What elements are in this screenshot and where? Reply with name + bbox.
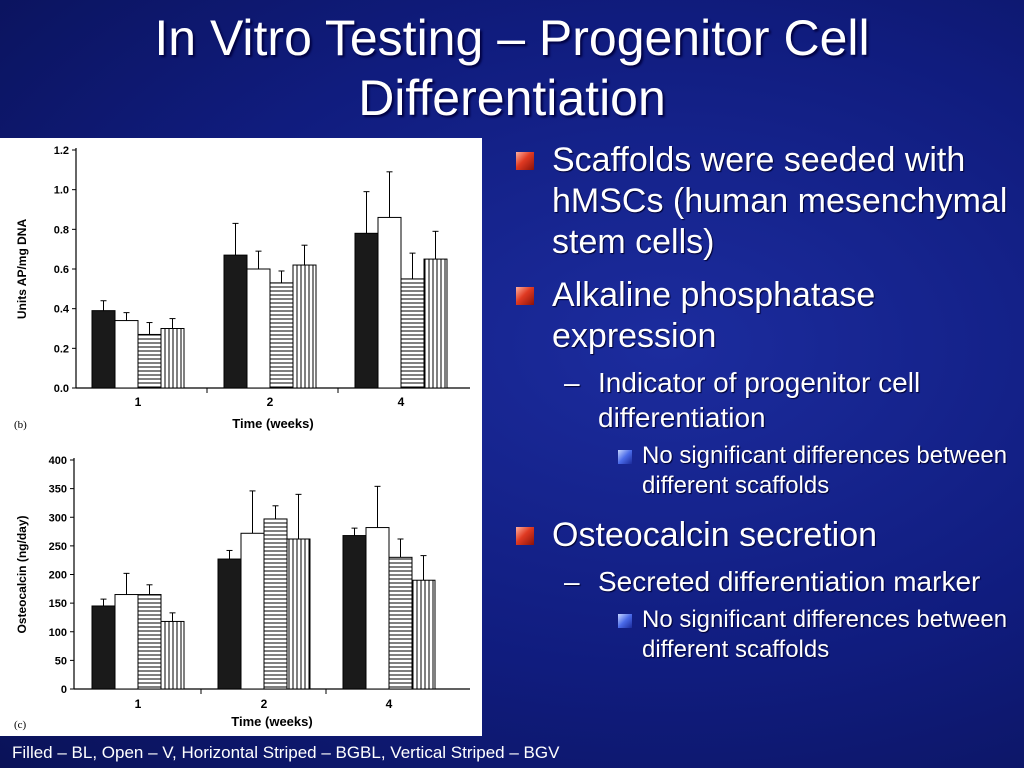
sub-sub-bullet-text: No significant differences between diffe… [642,606,1008,663]
y-tick-label: 0.4 [54,304,70,316]
y-tick-label: 0.0 [54,383,69,395]
y-tick-label: 300 [49,512,67,524]
footnote: Filled – BL, Open – V, Horizontal Stripe… [12,743,560,762]
bar-vertical-striped [160,620,185,690]
red-square-bullet-icon [516,527,534,545]
sub-bullet-indicator: – Indicator of progenitor cell different… [514,365,1014,435]
bar-open [365,527,390,690]
y-tick-label: 400 [49,455,67,467]
blue-square-bullet-icon [618,614,632,628]
y-tick-label: 200 [49,570,67,582]
bar-open [377,216,402,389]
x-tick-label: 1 [135,697,142,711]
dash-bullet: – [564,367,580,398]
y-tick-label: 100 [49,627,67,639]
y-tick-label: 0.2 [54,343,69,355]
sub-bullet-text: Indicator of progenitor cell differentia… [598,367,921,433]
x-tick-label: 4 [386,697,393,711]
slide-title: In Vitro Testing – Progenitor Cell Diffe… [0,8,1024,128]
bullet-osteocalcin: Osteocalcin secretion [514,515,1014,556]
bar-horizontal-striped [388,556,413,690]
red-square-bullet-icon [516,152,534,170]
bar-open [240,532,265,690]
bar-horizontal-striped [137,333,162,389]
bullet-text: Scaffolds were seeded with hMSCs (human … [552,141,1008,261]
y-tick-label: 1.0 [54,185,69,197]
y-tick-label: 350 [49,484,67,496]
bullet-alkaline-phosphatase: Alkaline phosphatase expression [514,275,1014,357]
bar-open [114,594,139,690]
bullet-scaffolds: Scaffolds were seeded with hMSCs (human … [514,140,1014,263]
bar-open [114,320,139,389]
x-axis-label: Time (weeks) [232,416,313,431]
bar-open [246,268,271,389]
sub-bullet-marker: – Secreted differentiation marker [514,564,1014,599]
bar-horizontal-striped [269,282,294,389]
bullet-text: Osteocalcin secretion [552,516,878,554]
x-tick-label: 4 [398,395,405,409]
y-tick-label: 1.2 [54,145,69,157]
panel-label: (b) [14,419,27,431]
bar-horizontal-striped [263,518,288,690]
x-tick-label: 2 [261,697,268,711]
bar-filled [223,254,248,389]
bar-vertical-striped [292,264,317,389]
sub-sub-bullet-oc: No significant differences between diffe… [514,605,1014,665]
bar-vertical-striped [423,258,448,389]
y-axis-label: Osteocalcin (ng/day) [15,515,29,633]
title-line-1: In Vitro Testing – Progenitor Cell [154,10,870,66]
y-tick-label: 50 [55,655,67,667]
title-line-2: Differentiation [358,70,666,126]
bar-vertical-striped [411,579,436,690]
bar-charts: 0.0 0.2 0.4 0.6 0.8 1.0 1.2 1 2 4 Time (weeks) Unit… [14,145,470,731]
bar-filled [91,310,116,389]
y-tick-label: 0.6 [54,264,69,276]
figure-panel: 0.0 0.2 0.4 0.6 0.8 1.0 1.2 1 2 4 Time (weeks) Unit… [0,138,482,736]
y-axis-label: Units AP/mg DNA [15,219,29,320]
sub-bullet-text: Secreted differentiation marker [598,566,981,597]
bar-horizontal-striped [137,594,162,690]
dash-bullet: – [564,566,580,597]
y-tick-label: 0.8 [54,224,69,236]
bar-vertical-striped [160,328,185,389]
sub-sub-bullet-text: No significant differences between diffe… [642,442,1008,499]
x-tick-label: 2 [267,395,274,409]
x-axis-label: Time (weeks) [231,714,312,729]
sub-sub-bullet-ap: No significant differences between diffe… [514,441,1014,501]
bar-filled [91,605,116,690]
y-tick-label: 0 [61,684,67,696]
x-tick-label: 1 [135,395,142,409]
panel-label: (c) [14,719,27,731]
bullet-list: Scaffolds were seeded with hMSCs (human … [514,140,1014,679]
bar-horizontal-striped [400,278,425,389]
bar-filled [217,558,242,690]
bullet-text: Alkaline phosphatase expression [552,276,876,355]
bar-filled [354,232,379,389]
y-tick-label: 250 [49,541,67,553]
bar-vertical-striped [286,538,311,690]
y-tick-label: 150 [49,598,67,610]
red-square-bullet-icon [516,287,534,305]
blue-square-bullet-icon [618,450,632,464]
bar-filled [342,535,367,690]
